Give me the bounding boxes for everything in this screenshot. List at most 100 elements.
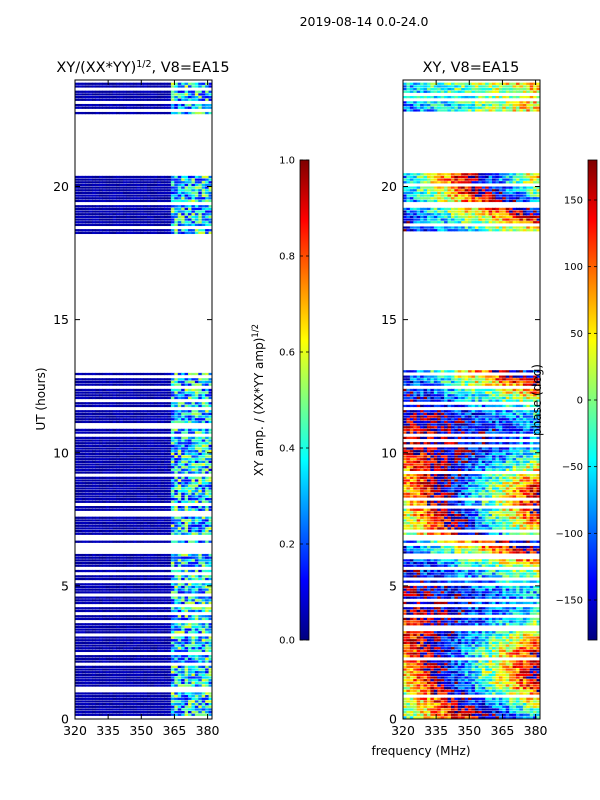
heatmap-cell (198, 591, 203, 594)
heatmap-cell (174, 452, 179, 456)
heatmap-cell (109, 487, 114, 490)
heatmap-cell (116, 410, 121, 413)
heatmap-cell (146, 668, 151, 671)
heatmap-cell (98, 412, 103, 416)
heatmap-cell (112, 569, 117, 573)
heatmap-cell (201, 684, 206, 687)
heatmap-cell (98, 500, 103, 503)
heatmap-cell (181, 450, 186, 453)
heatmap-cell (119, 484, 124, 487)
heatmap-cell (205, 665, 210, 669)
heatmap-cell (188, 452, 192, 456)
heatmap-cell (98, 708, 103, 711)
heatmap-cell (194, 506, 199, 509)
heatmap-cell (105, 644, 110, 647)
heatmap-cell (133, 596, 138, 599)
heatmap-cell (174, 540, 179, 543)
heatmap-cell (109, 623, 114, 626)
heatmap-cell (85, 229, 90, 232)
heatmap-cell (126, 111, 131, 115)
heatmap-cell (136, 601, 141, 605)
heatmap-cell (177, 508, 182, 511)
heatmap-cell (102, 215, 107, 219)
heatmap-cell (95, 487, 100, 490)
heatmap-cell (184, 657, 189, 661)
heatmap-cell (157, 516, 162, 519)
heatmap-cell (150, 596, 155, 599)
heatmap-cell (177, 713, 182, 716)
heatmap-cell (129, 194, 134, 197)
heatmap-cell (153, 452, 158, 456)
heatmap-cell (88, 450, 93, 453)
heatmap-cell (95, 111, 100, 115)
heatmap-cell (98, 508, 103, 511)
heatmap-cell (157, 447, 162, 450)
heatmap-cell (78, 186, 83, 189)
heatmap-cell (188, 388, 192, 392)
heatmap-cell (122, 103, 127, 107)
heatmap-cell (177, 711, 182, 714)
heatmap-cell (167, 500, 172, 503)
heatmap-cell (119, 697, 124, 700)
heatmap-cell (95, 183, 100, 187)
heatmap-cell (174, 697, 179, 700)
heatmap-cell (75, 221, 79, 224)
heatmap-cell (133, 625, 138, 629)
heatmap-cell (188, 199, 192, 203)
heatmap-cell (109, 599, 114, 602)
heatmap-cell (81, 95, 86, 99)
heatmap-cell (116, 673, 121, 676)
heatmap-cell (81, 442, 86, 445)
heatmap-cell (205, 711, 210, 714)
heatmap-cell (119, 521, 124, 525)
heatmap-cell (201, 559, 206, 562)
heatmap-cell (194, 655, 199, 658)
heatmap-cell (112, 524, 117, 527)
heatmap-cell (78, 697, 83, 700)
heatmap-cell (140, 655, 144, 658)
heatmap-cell (112, 553, 117, 557)
heatmap-cell (136, 479, 141, 482)
heatmap-cell (170, 103, 175, 107)
heatmap-cell (143, 450, 148, 453)
heatmap-cell (136, 508, 141, 511)
heatmap-cell (164, 452, 168, 456)
heatmap-cell (122, 191, 127, 195)
heatmap-cell (109, 199, 114, 203)
heatmap-cell (78, 708, 83, 711)
heatmap-cell (119, 415, 124, 418)
heatmap-cell (167, 655, 172, 658)
heatmap-cell (122, 521, 127, 525)
heatmap-cell (109, 444, 114, 448)
heatmap-cell (188, 649, 192, 653)
heatmap-cell (160, 711, 165, 714)
heatmap-cell (177, 215, 182, 219)
heatmap-cell (181, 500, 186, 503)
heatmap-cell (126, 466, 131, 469)
heatmap-cell (116, 183, 121, 187)
heatmap-cell (88, 444, 93, 448)
heatmap-cell (191, 479, 196, 482)
heatmap-cell (126, 615, 131, 618)
heatmap-cell (150, 495, 155, 498)
heatmap-cell (88, 221, 93, 224)
heatmap-cell (164, 205, 168, 208)
heatmap-cell (119, 431, 124, 434)
heatmap-cell (194, 625, 199, 629)
heatmap-cell (81, 391, 86, 394)
heatmap-cell (102, 623, 107, 626)
heatmap-cell (116, 487, 121, 490)
heatmap-cell (194, 394, 199, 397)
heatmap-cell (102, 684, 107, 687)
heatmap-cell (191, 181, 196, 184)
heatmap-cell (170, 615, 175, 618)
heatmap-cell (177, 111, 182, 115)
heatmap-cell (150, 516, 155, 519)
heatmap-cell (109, 700, 114, 703)
heatmap-cell (140, 95, 144, 99)
heatmap-cell (164, 695, 168, 698)
heatmap-cell (194, 487, 199, 490)
heatmap-cell (92, 452, 97, 456)
heatmap-cell (181, 711, 186, 714)
heatmap-cell (181, 447, 186, 450)
